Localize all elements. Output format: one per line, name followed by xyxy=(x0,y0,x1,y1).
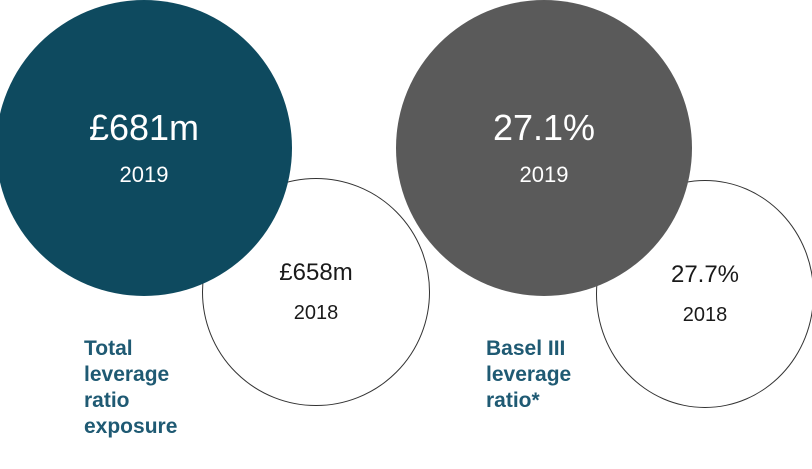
value-2019-total-exposure: £681m xyxy=(88,107,200,148)
value-2018-total-exposure: £658m xyxy=(279,259,353,286)
value-2019-basel-ratio: 27.1% xyxy=(492,107,596,148)
label-line: leverage xyxy=(84,363,170,386)
chart-total-leverage-exposure: £658m 2018 £681m 2019 Total leverage rat… xyxy=(0,0,430,440)
year-2019-total-exposure: 2019 xyxy=(119,162,169,187)
value-2018-basel-ratio: 27.7% xyxy=(670,261,740,288)
label-basel-iii-leverage-ratio: Basel III leverage ratio* xyxy=(486,336,571,414)
label-line: leverage xyxy=(486,363,572,386)
year-2018-basel-ratio: 2018 xyxy=(682,304,728,326)
label-line: ratio xyxy=(84,389,130,412)
chart-basel-iii-leverage-ratio: 27.7% 2018 27.1% 2019 Basel III leverage… xyxy=(396,0,812,469)
bubble-2019-total-exposure: £681m 2019 xyxy=(0,0,292,296)
label-total-leverage-exposure: Total leverage ratio exposure xyxy=(84,336,177,440)
label-line: Total xyxy=(84,337,133,360)
label-line: ratio* xyxy=(486,389,540,412)
year-2018-total-exposure: 2018 xyxy=(293,302,339,324)
bubble-2019-basel-ratio: 27.1% 2019 xyxy=(396,0,692,296)
year-2019-basel-ratio: 2019 xyxy=(519,162,569,187)
label-line: exposure xyxy=(84,415,178,438)
label-line: Basel III xyxy=(486,337,566,360)
